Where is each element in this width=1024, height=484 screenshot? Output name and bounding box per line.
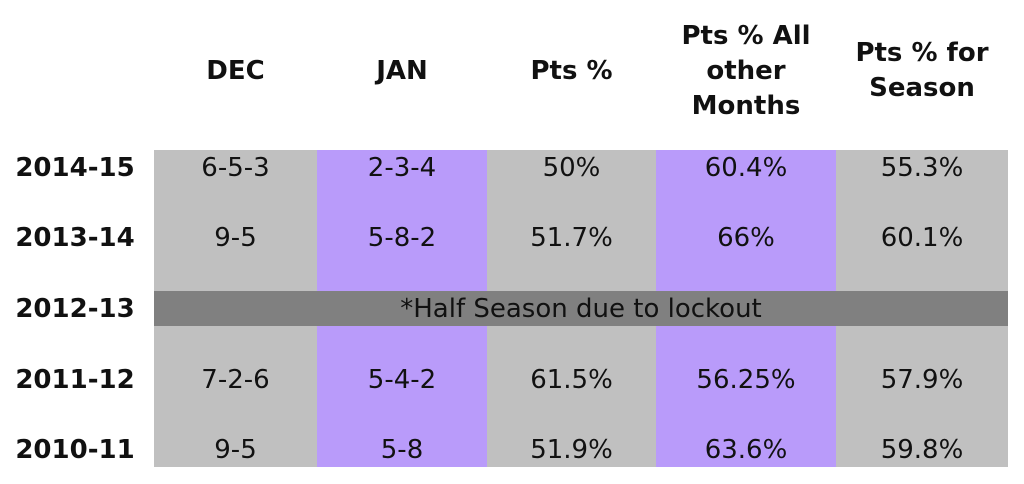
header-jan: JAN [317, 12, 487, 130]
column-band-pts [487, 150, 656, 291]
cell-jan-2013-14: 5-8-2 [367, 222, 437, 253]
lockout-banner: *Half Season due to lockout [154, 291, 1008, 326]
cell-dec-2010-11: 9-5 [214, 434, 257, 465]
cell-pts-2010-11: 51.9% [530, 434, 613, 465]
header-pts-other-months: Pts % All other Months [656, 12, 836, 130]
row-label-2013-14: 2013-14 [15, 222, 135, 253]
column-band-other-months-lower [656, 326, 836, 467]
cell-pts-2011-12: 61.5% [530, 364, 613, 395]
lockout-note: *Half Season due to lockout [400, 293, 762, 324]
header-line: DEC [206, 55, 265, 86]
column-band-other-months [656, 150, 836, 291]
cell-pts-2013-14: 51.7% [530, 222, 613, 253]
header-line: other [706, 55, 786, 86]
header-line: JAN [376, 55, 428, 86]
cell-jan-2014-15: 2-3-4 [367, 152, 437, 183]
header-line: Pts % for [855, 38, 989, 68]
cell-dec-2011-12: 7-2-6 [201, 364, 270, 395]
column-band-season-lower [836, 326, 1008, 467]
cell-season-2014-15: 55.3% [880, 152, 964, 183]
cell-season-2011-12: 57.9% [880, 364, 964, 395]
header-pts-pct: Pts % [487, 12, 656, 130]
column-band-dec-lower [154, 326, 317, 467]
header-line: Pts % [530, 55, 613, 86]
cell-other-2011-12: 56.25% [696, 364, 796, 395]
column-band-season [836, 150, 1008, 291]
column-band-dec [154, 150, 317, 291]
cell-season-2013-14: 60.1% [880, 222, 964, 253]
cell-jan-2010-11: 5-8 [380, 434, 424, 465]
column-band-jan [317, 150, 487, 291]
header-dec: DEC [154, 12, 317, 130]
row-label-2012-13: 2012-13 [15, 293, 135, 324]
header-pts-season: Pts % for Season [836, 12, 1008, 130]
cell-other-2010-11: 63.6% [704, 434, 788, 465]
cell-other-2014-15: 60.4% [704, 152, 788, 183]
row-label-2011-12: 2011-12 [15, 364, 135, 395]
header-line: Months [691, 90, 801, 121]
column-band-jan-lower [317, 326, 487, 467]
column-band-pts-lower [487, 326, 656, 467]
cell-jan-2011-12: 5-4-2 [367, 364, 437, 395]
header-line: Season [869, 73, 975, 103]
cell-dec-2013-14: 9-5 [214, 222, 257, 253]
row-label-2010-11: 2010-11 [15, 434, 135, 465]
cell-season-2010-11: 59.8% [880, 434, 964, 465]
header-line: Pts % All [681, 20, 811, 51]
cell-pts-2014-15: 50% [542, 152, 601, 183]
cell-dec-2014-15: 6-5-3 [201, 152, 270, 183]
cell-other-2013-14: 66% [717, 222, 775, 253]
row-label-2014-15: 2014-15 [15, 152, 135, 183]
